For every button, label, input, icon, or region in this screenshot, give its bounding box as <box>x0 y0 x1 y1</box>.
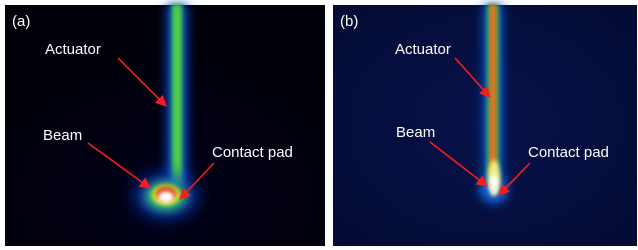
page: {"panels": [ {"label": "(a)", "annotatio… <box>0 0 638 250</box>
annotation: Beam <box>396 124 435 141</box>
annotation: Beam <box>43 127 82 144</box>
panel-label: (a) <box>12 13 30 30</box>
figure: (a) Actuator Beam Contact pad (b) Actuat… <box>0 0 638 250</box>
annotation: Actuator <box>395 41 451 58</box>
annotation: Contact pad <box>212 144 293 161</box>
panel-b: (b) Actuator Beam Contact pad <box>333 5 637 246</box>
panel-label: (b) <box>340 13 358 30</box>
annotation: Actuator <box>45 41 101 58</box>
panel-a: (a) Actuator Beam Contact pad <box>5 5 325 246</box>
annotation: Contact pad <box>528 144 609 161</box>
